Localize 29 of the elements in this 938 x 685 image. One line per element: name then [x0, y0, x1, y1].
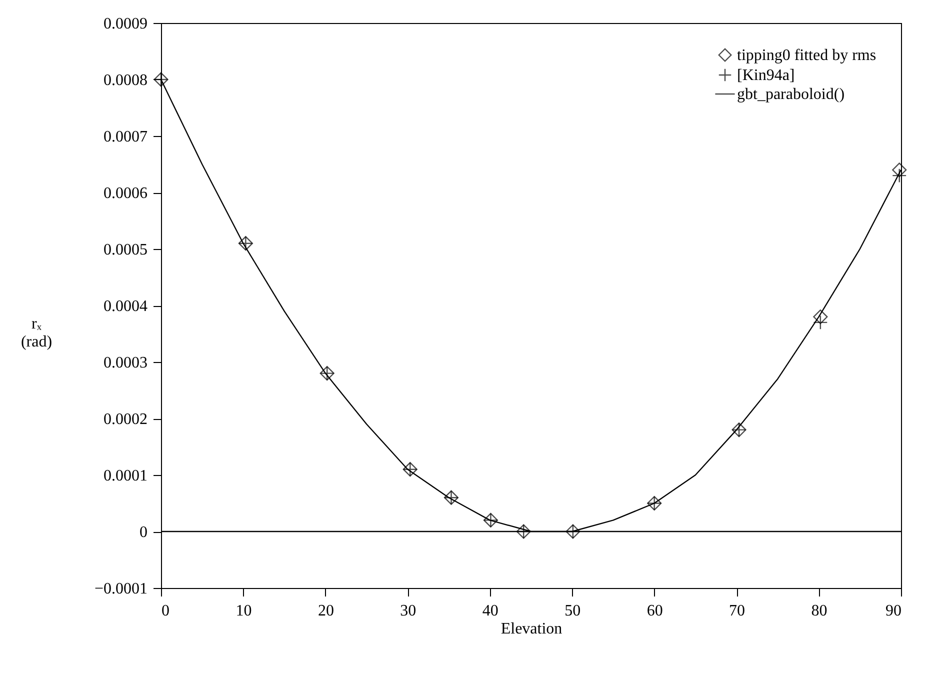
x-tick-label: 70 [729, 602, 746, 620]
y-axis-title: rₓ (rad) [20, 316, 52, 350]
x-tick-label: 80 [811, 602, 828, 620]
point [813, 315, 828, 330]
y-tick-label: 0.0005 [104, 242, 148, 258]
y-tick-label: 0.0004 [104, 298, 148, 315]
x-tick-label: 30 [400, 602, 416, 620]
y-tick-label: 0.0001 [104, 468, 148, 484]
y-tick-label: 0.0006 [104, 185, 148, 202]
y-tick-label: 0.0007 [104, 128, 148, 146]
y-tick-label: 0.0003 [104, 354, 148, 372]
y-tick-label: 0.0002 [104, 411, 148, 428]
x-tick-label: 10 [236, 602, 252, 620]
y-tick-label: 0 [140, 524, 148, 541]
point [813, 309, 828, 324]
legend-label: tipping0 fitted by rms [737, 47, 876, 64]
x-tick-label: 20 [318, 602, 334, 620]
legend-label: gbt_paraboloid() [737, 86, 845, 103]
legend-label: [Kin94a] [737, 67, 795, 84]
x-tick-label: 60 [646, 602, 663, 620]
x-tick-label: 90 [886, 602, 902, 620]
x-tick-label: 50 [564, 602, 581, 620]
x-tick-label: 40 [482, 602, 498, 620]
y-tick-label: 0.0008 [104, 72, 148, 89]
y-tick-label: 0.0009 [104, 16, 148, 32]
x-tick-label: 0 [162, 602, 170, 620]
point [892, 162, 907, 178]
y-tick-label: −0.0001 [94, 580, 148, 598]
x-axis-title: Elevation [500, 620, 562, 638]
